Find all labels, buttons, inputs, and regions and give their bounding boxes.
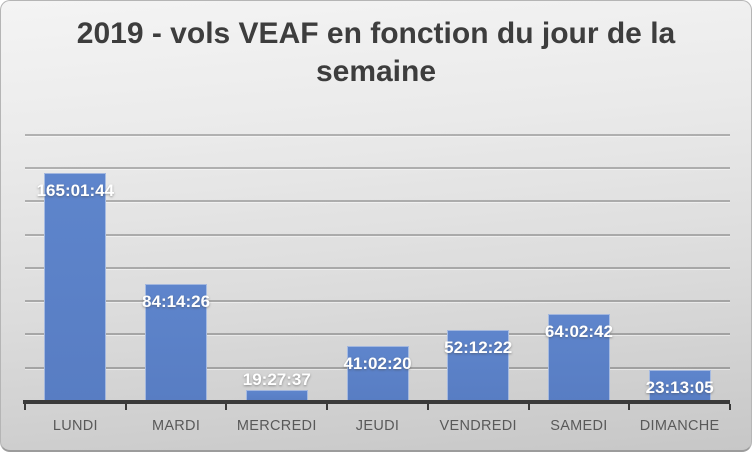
bar-value-label-mercredi: 19:27:37 <box>242 370 311 389</box>
x-axis-tick <box>628 404 631 410</box>
bar-value-label-lundi: 165:01:44 <box>36 181 115 200</box>
x-axis-tick <box>225 404 228 410</box>
x-axis-line <box>23 400 730 404</box>
bar-mardi <box>145 284 208 401</box>
bar-mercredi <box>245 390 308 401</box>
x-axis-tick <box>729 404 731 410</box>
bar-value-label-vendredi: 52:12:22 <box>444 338 513 357</box>
bar-lundi <box>44 173 107 401</box>
x-axis-tick <box>326 404 329 410</box>
x-axis-tick <box>527 404 530 410</box>
bar-dimanche <box>648 370 711 401</box>
bar-value-label-jeudi: 41:02:20 <box>343 354 412 373</box>
chart-title: 2019 - vols VEAF en fonction du jour de … <box>76 17 676 89</box>
x-axis-label-vendredi: VENDREDI <box>439 418 517 434</box>
bar-samedi <box>547 314 610 401</box>
x-axis-tick <box>24 404 26 410</box>
gridline <box>25 300 730 303</box>
bar-jeudi <box>346 346 409 401</box>
gridline <box>25 333 730 336</box>
x-axis-tick <box>426 404 429 410</box>
gridline <box>25 266 730 269</box>
x-axis-label-mardi: MARDI <box>151 418 201 434</box>
bar-value-label-dimanche: 23:13:05 <box>645 378 714 397</box>
gridline <box>25 166 730 169</box>
x-axis-label-jeudi: JEUDI <box>355 418 400 434</box>
gridline <box>25 200 730 203</box>
bar-vendredi <box>447 330 510 401</box>
bar-value-label-samedi: 64:02:42 <box>544 322 613 341</box>
gridline <box>25 233 730 236</box>
x-axis-label-mercredi: MERCREDI <box>236 418 317 434</box>
bar-value-label-mardi: 84:14:26 <box>142 292 211 311</box>
gridline <box>25 133 730 136</box>
x-axis-tick <box>124 404 127 410</box>
x-axis-label-dimanche: DIMANCHE <box>639 418 720 434</box>
x-axis-label-lundi: LUNDI <box>52 418 98 434</box>
x-axis-label-samedi: SAMEDI <box>550 418 608 434</box>
